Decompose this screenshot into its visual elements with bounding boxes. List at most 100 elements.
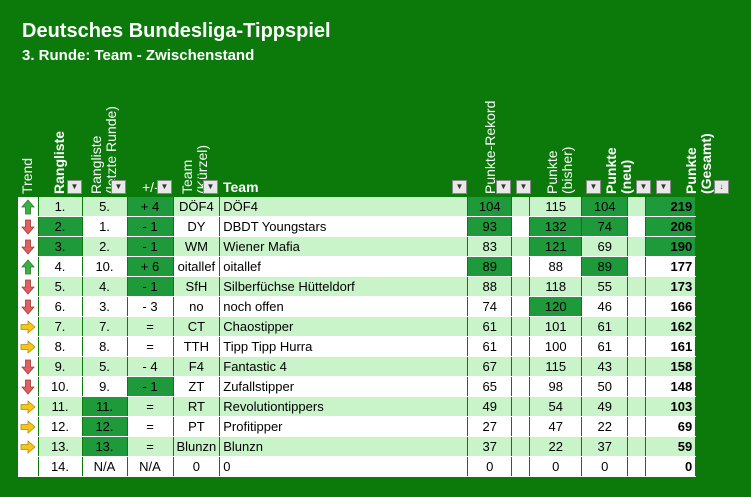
cell-diff: - 1	[127, 216, 174, 237]
filter-dropdown-team[interactable]: ▼	[452, 180, 467, 194]
cell-team: noch offen	[219, 296, 469, 317]
cell-rank: 4.	[38, 256, 83, 277]
trend-down-icon	[18, 356, 39, 377]
filter-dropdown-punkte-rekord-2[interactable]: ▼	[516, 180, 531, 194]
spacer-cell	[627, 456, 647, 477]
cell-bisher: 100	[529, 336, 583, 357]
cell-team: Chaostipper	[219, 316, 469, 337]
cell-rekord: 0	[467, 456, 513, 477]
cell-neu: 0	[581, 456, 629, 477]
cell-diff: =	[127, 396, 174, 417]
cell-rekord: 88	[467, 276, 513, 297]
cell-rank: 3.	[38, 236, 83, 257]
cell-rekord: 89	[467, 256, 513, 277]
filter-dropdown-plusminus[interactable]: ▼	[157, 180, 172, 194]
header-punkte-neu: Punkte (neu)	[603, 147, 634, 194]
spacer-cell	[511, 336, 531, 357]
cell-bisher: 88	[529, 256, 583, 277]
cell-prev: 4.	[82, 276, 128, 297]
cell-prev: 11.	[82, 396, 128, 417]
filter-dropdown-punkte-neu-2[interactable]: ▼	[656, 180, 671, 194]
cell-abbr: DÖF4	[173, 197, 221, 217]
cell-prev: N/A	[82, 456, 128, 477]
table-row: 2. 1. - 1 DY DBDT Youngstars 93 132 74 206	[18, 216, 697, 237]
cell-neu: 49	[581, 396, 629, 417]
spacer-cell	[511, 216, 531, 237]
cell-bisher: 0	[529, 456, 583, 477]
cell-prev: 10.	[82, 256, 128, 277]
spacer-cell	[511, 376, 531, 397]
cell-prev: 12.	[82, 416, 128, 437]
cell-gesamt: 206	[645, 216, 697, 237]
filter-dropdown-punkte-rekord-1[interactable]: ▼	[496, 180, 511, 194]
cell-bisher: 118	[529, 276, 583, 297]
cell-neu: 74	[581, 216, 629, 237]
cell-gesamt: 173	[645, 276, 697, 297]
table-row: 6. 3. - 3 no noch offen 74 120 46 166	[18, 296, 697, 317]
spacer-cell	[511, 456, 531, 477]
cell-rank: 5.	[38, 276, 83, 297]
cell-abbr: RT	[173, 396, 221, 417]
header-plusminus: +/-	[142, 179, 159, 195]
trend-same-icon	[18, 396, 39, 417]
spacer-cell	[627, 316, 647, 337]
spacer-cell	[511, 296, 531, 317]
cell-diff: - 1	[127, 376, 174, 397]
spacer-cell	[511, 197, 531, 217]
cell-abbr: WM	[173, 236, 221, 257]
cell-prev: 5.	[82, 356, 128, 377]
filter-dropdown-rangliste-letzte[interactable]: ▼	[111, 180, 126, 194]
filter-dropdown-rangliste[interactable]: ▼	[67, 180, 82, 194]
filter-dropdown-team-kuerzel[interactable]: ▼	[203, 180, 218, 194]
cell-gesamt: 190	[645, 236, 697, 257]
cell-neu: 46	[581, 296, 629, 317]
cell-team: Tipp Tipp Hurra	[219, 336, 469, 357]
sort-dropdown-punkte-gesamt[interactable]: ↓	[714, 180, 729, 194]
cell-neu: 61	[581, 316, 629, 337]
cell-neu: 69	[581, 236, 629, 257]
spacer-cell	[627, 296, 647, 317]
spacer-cell	[627, 376, 647, 397]
table-row: 9. 5. - 4 F4 Fantastic 4 67 115 43 158	[18, 356, 697, 377]
cell-rank: 11.	[38, 396, 83, 417]
spacer-cell	[511, 256, 531, 277]
table-row: 4. 10. + 6 oitallef oitallef 89 88 89 177	[18, 256, 697, 277]
cell-neu: 22	[581, 416, 629, 437]
trend-down-icon	[18, 216, 39, 237]
spacer-cell	[627, 236, 647, 257]
cell-prev: 1.	[82, 216, 128, 237]
cell-rekord: 61	[467, 336, 513, 357]
spacer-cell	[511, 356, 531, 377]
cell-gesamt: 59	[645, 436, 697, 457]
filter-dropdown-punkte-bisher[interactable]: ▼	[586, 180, 601, 194]
cell-gesamt: 166	[645, 296, 697, 317]
trend-none-icon	[18, 456, 39, 477]
filter-dropdown-punkte-neu-1[interactable]: ▼	[636, 180, 651, 194]
cell-gesamt: 219	[645, 197, 697, 217]
trend-same-icon	[18, 336, 39, 357]
cell-neu: 61	[581, 336, 629, 357]
cell-rank: 6.	[38, 296, 83, 317]
trend-same-icon	[18, 436, 39, 457]
cell-gesamt: 161	[645, 336, 697, 357]
table-row: 8. 8. = TTH Tipp Tipp Hurra 61 100 61 161	[18, 336, 697, 357]
cell-neu: 89	[581, 256, 629, 277]
cell-prev: 9.	[82, 376, 128, 397]
cell-rekord: 27	[467, 416, 513, 437]
cell-gesamt: 103	[645, 396, 697, 417]
trend-down-icon	[18, 236, 39, 257]
cell-rank: 13.	[38, 436, 83, 457]
cell-team: Fantastic 4	[219, 356, 469, 377]
cell-team: DÖF4	[219, 197, 469, 217]
cell-prev: 13.	[82, 436, 128, 457]
page-title: Deutsches Bundesliga-Tippspiel	[22, 20, 331, 42]
table-row: 12. 12. = PT Profitipper 27 47 22 69	[18, 416, 697, 437]
cell-diff: =	[127, 436, 174, 457]
spacer-cell	[511, 316, 531, 337]
spacer-cell	[511, 436, 531, 457]
cell-rekord: 104	[467, 197, 513, 217]
cell-bisher: 101	[529, 316, 583, 337]
cell-diff: - 3	[127, 296, 174, 317]
cell-neu: 37	[581, 436, 629, 457]
cell-prev: 2.	[82, 236, 128, 257]
